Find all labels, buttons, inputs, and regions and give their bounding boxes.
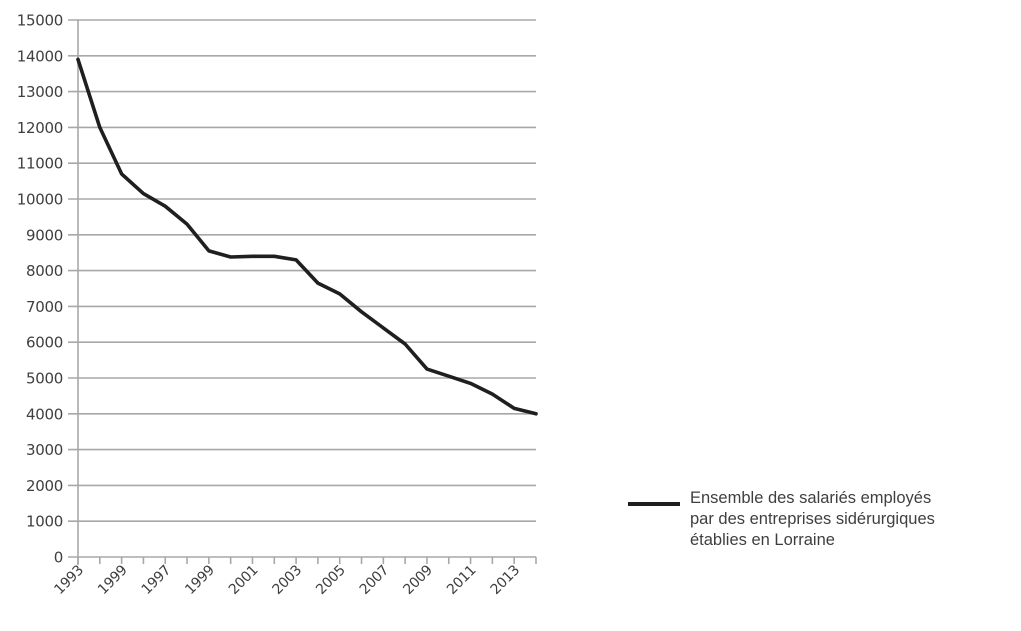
x-tick-label: 1999	[95, 563, 130, 598]
x-tick-label: 2007	[357, 563, 392, 598]
x-tick-label: 2005	[313, 563, 348, 598]
y-tick-label: 8000	[26, 262, 63, 280]
y-tick-label: 3000	[26, 441, 63, 459]
y-tick-label: 9000	[26, 226, 63, 244]
x-tick-label: 1999	[182, 563, 217, 598]
y-tick-label: 1000	[26, 513, 63, 531]
y-tick-label: 4000	[26, 405, 63, 423]
legend-label: Ensemble des salariés employés par des e…	[690, 488, 935, 551]
x-axis: 1993 1999 1997 1999 2001 2003 2005 2007 2009 2011…	[51, 557, 537, 598]
gridlines	[68, 19, 536, 558]
legend-line-swatch-icon	[628, 502, 680, 506]
x-tick-label: 2013	[488, 563, 523, 598]
legend-label-line-2: par des entreprises sidérurgiques	[690, 510, 935, 528]
y-tick-label: 7000	[26, 298, 63, 316]
x-tick-label: 2001	[226, 563, 261, 598]
x-tick-label: 1993	[51, 563, 86, 598]
y-tick-label: 15000	[17, 12, 63, 30]
y-tick-label: 0	[54, 549, 63, 567]
x-tick-label: 1997	[139, 563, 174, 598]
series-line	[76, 57, 538, 416]
series-line-path	[76, 57, 538, 416]
x-tick-label: 2003	[270, 563, 305, 598]
x-tick-label: 2011	[444, 563, 479, 598]
y-axis: 0 1000 2000 3000 4000 5000 6000 7000 8000 9000 100…	[17, 12, 79, 567]
x-tick-label: 2009	[400, 563, 435, 598]
y-tick-label: 14000	[17, 47, 63, 65]
y-tick-label: 2000	[26, 477, 63, 495]
legend: Ensemble des salariés employés par des e…	[628, 488, 935, 551]
legend-label-line-3: établies en Lorraine	[690, 531, 835, 549]
y-tick-label: 10000	[17, 191, 63, 209]
y-tick-label: 5000	[26, 370, 63, 388]
y-tick-label: 6000	[26, 334, 63, 352]
y-tick-label: 11000	[17, 155, 63, 173]
legend-label-line-1: Ensemble des salariés employés	[690, 489, 932, 507]
y-tick-label: 12000	[17, 119, 63, 137]
y-tick-label: 13000	[17, 83, 63, 101]
